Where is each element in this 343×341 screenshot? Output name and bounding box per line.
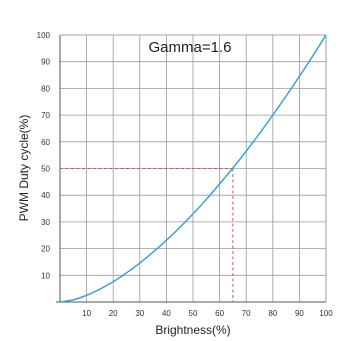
y-tick-label: 30 xyxy=(41,218,50,227)
reference-lines xyxy=(60,168,234,302)
y-tick-label: 60 xyxy=(41,138,50,147)
y-tick-label: 50 xyxy=(41,165,50,174)
x-tick-label: 70 xyxy=(242,309,251,318)
x-tick-labels: 10 20 30 40 50 60 70 80 90 100 xyxy=(82,309,333,318)
gamma-curve-line xyxy=(59,34,327,303)
x-axis-title: Brightness(%) xyxy=(155,323,230,337)
x-tick-label: 20 xyxy=(109,309,118,318)
y-tick-label: 100 xyxy=(37,31,51,40)
y-tick-label: 80 xyxy=(41,84,50,93)
y-tick-label: 70 xyxy=(41,111,50,120)
x-tick-label: 50 xyxy=(189,309,198,318)
x-tick-label: 30 xyxy=(135,309,144,318)
y-tick-label: 20 xyxy=(41,245,50,254)
x-tick-label: 60 xyxy=(215,309,224,318)
y-tick-label: 40 xyxy=(41,191,50,200)
y-axis-title: PWM Duty cycle(%) xyxy=(17,115,31,222)
x-tick-label: 90 xyxy=(295,309,304,318)
y-tick-label: 10 xyxy=(41,271,50,280)
x-tick-label: 10 xyxy=(82,309,91,318)
gamma-annotation: Gamma=1.6 xyxy=(149,39,232,56)
x-tick-label: 100 xyxy=(319,309,333,318)
y-tick-labels: 10 20 30 40 50 60 70 80 90 100 xyxy=(37,31,51,280)
x-tick-label: 40 xyxy=(162,309,171,318)
y-tick-label: 90 xyxy=(41,58,50,67)
x-tick-label: 80 xyxy=(268,309,277,318)
